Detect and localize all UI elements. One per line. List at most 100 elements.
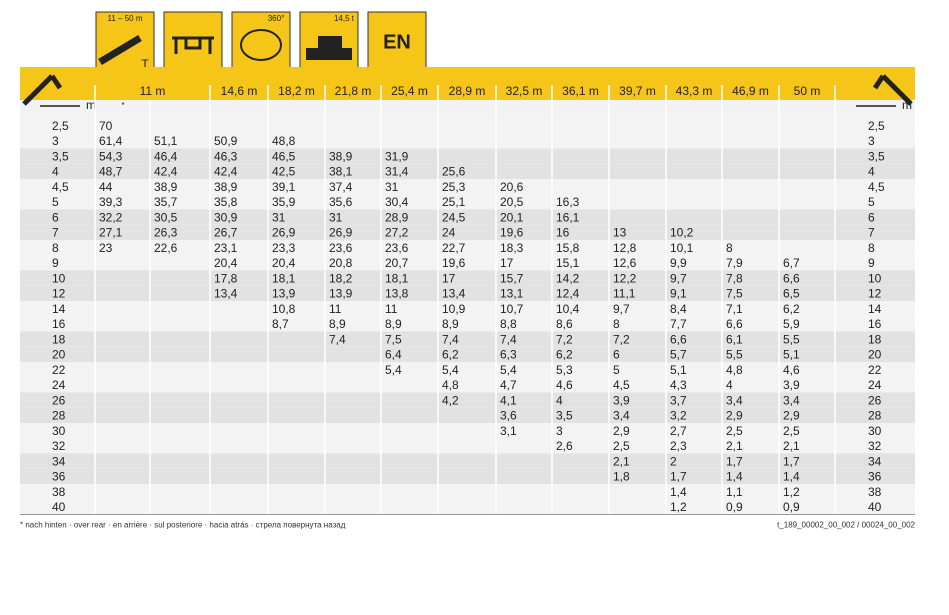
load-value: 6,1: [726, 332, 743, 346]
load-value: 39,3: [99, 195, 123, 209]
load-value: 48,7: [99, 165, 123, 179]
load-value: 3,6: [500, 409, 517, 423]
load-value: 4,1: [500, 393, 517, 407]
load-value: 9,9: [670, 256, 687, 270]
load-value: 7,4: [442, 332, 459, 346]
load-value: 19,6: [442, 256, 466, 270]
load-value: 2,9: [783, 409, 800, 423]
radius: 40: [868, 500, 882, 514]
radius: 8: [868, 241, 875, 255]
load-value: 25,3: [442, 180, 466, 194]
row-band: [20, 240, 915, 256]
load-value: 50,9: [214, 134, 238, 148]
load-value: 8,9: [329, 317, 346, 331]
load-value: 20,7: [385, 256, 409, 270]
load-value: 17: [500, 256, 514, 270]
load-value: 10,9: [442, 302, 466, 316]
icon-label: 11 – 50 m: [108, 14, 143, 23]
load-value: 5,1: [670, 363, 687, 377]
load-value: 15,8: [556, 241, 580, 255]
load-value: 2: [670, 454, 677, 468]
radius: 10: [868, 271, 882, 285]
load-value: 5,3: [556, 363, 573, 377]
column-header: 36,1 m: [562, 84, 599, 98]
load-value: 38,9: [329, 149, 353, 163]
load-value: 6,7: [783, 256, 800, 270]
load-value: 1,2: [670, 500, 687, 514]
load-value: 3,5: [556, 409, 573, 423]
load-value: 4,5: [613, 378, 630, 392]
radius: 22: [868, 363, 882, 377]
radius: 26: [52, 393, 66, 407]
load-value: 7,8: [726, 271, 743, 285]
load-value: 46,5: [272, 149, 296, 163]
row-band: [20, 194, 915, 210]
boom-icon: [872, 74, 913, 106]
radius: 30: [868, 424, 882, 438]
row-band: [20, 362, 915, 378]
load-value: 26,3: [154, 226, 178, 240]
counterweight-shape: [306, 36, 352, 60]
load-value: 15,7: [500, 271, 524, 285]
load-value: 3,4: [783, 393, 800, 407]
load-value: 12,8: [613, 241, 637, 255]
radius: 4,5: [868, 180, 885, 194]
radius: 24: [52, 378, 66, 392]
load-value: 5: [613, 363, 620, 377]
load-value: 6,2: [442, 348, 459, 362]
radius: 28: [52, 409, 66, 423]
row-band: [20, 270, 915, 286]
load-value: 2,9: [726, 409, 743, 423]
load-value: 5,1: [783, 348, 800, 362]
load-value: 38,9: [154, 180, 178, 194]
load-value: 44: [99, 180, 113, 194]
load-value: 13,4: [214, 287, 238, 301]
load-value: 61,4: [99, 134, 123, 148]
load-value: 12,6: [613, 256, 637, 270]
load-value: 6,3: [500, 348, 517, 362]
column-header: 21,8 m: [335, 84, 372, 98]
load-value: 9,1: [670, 287, 687, 301]
radius: 38: [52, 485, 66, 499]
load-value: 25,1: [442, 195, 466, 209]
load-value: 30,5: [154, 210, 178, 224]
radius: 4: [868, 165, 875, 179]
load-value: 2,5: [726, 424, 743, 438]
load-value: 25,6: [442, 165, 466, 179]
radius: 34: [868, 454, 882, 468]
load-value: 7,5: [385, 332, 402, 346]
load-value: 10,1: [670, 241, 694, 255]
load-value: 2,7: [670, 424, 687, 438]
load-value: 13,9: [272, 287, 296, 301]
load-value: 48,8: [272, 134, 296, 148]
column-header: 46,9 m: [732, 84, 769, 98]
icon-label: T: [141, 57, 149, 71]
load-value: 3: [556, 424, 563, 438]
load-value: 37,4: [329, 180, 353, 194]
load-value: 6,6: [726, 317, 743, 331]
unit: m: [902, 98, 912, 112]
column-header: 25,4 m: [391, 84, 428, 98]
load-value: 7,5: [726, 287, 743, 301]
radius: 7: [868, 226, 875, 240]
icon-language: [367, 11, 427, 71]
load-value: 8,4: [670, 302, 687, 316]
row-band: [20, 468, 915, 484]
load-value: 31: [272, 210, 286, 224]
load-value: 17: [442, 271, 456, 285]
load-value: 6: [613, 348, 620, 362]
row-band: [20, 453, 915, 469]
radius: 9: [52, 256, 59, 270]
load-value: 10,8: [272, 302, 296, 316]
load-value: 20,8: [329, 256, 353, 270]
load-value: 13,4: [442, 287, 466, 301]
load-value: 10,2: [670, 226, 694, 240]
radius: 3: [868, 134, 875, 148]
load-value: 6,6: [670, 332, 687, 346]
load-value: 1,8: [613, 470, 630, 484]
load-value: 42,5: [272, 165, 296, 179]
load-value: 18,2: [329, 271, 353, 285]
load-value: 10,7: [500, 302, 524, 316]
load-value: 14,2: [556, 271, 580, 285]
